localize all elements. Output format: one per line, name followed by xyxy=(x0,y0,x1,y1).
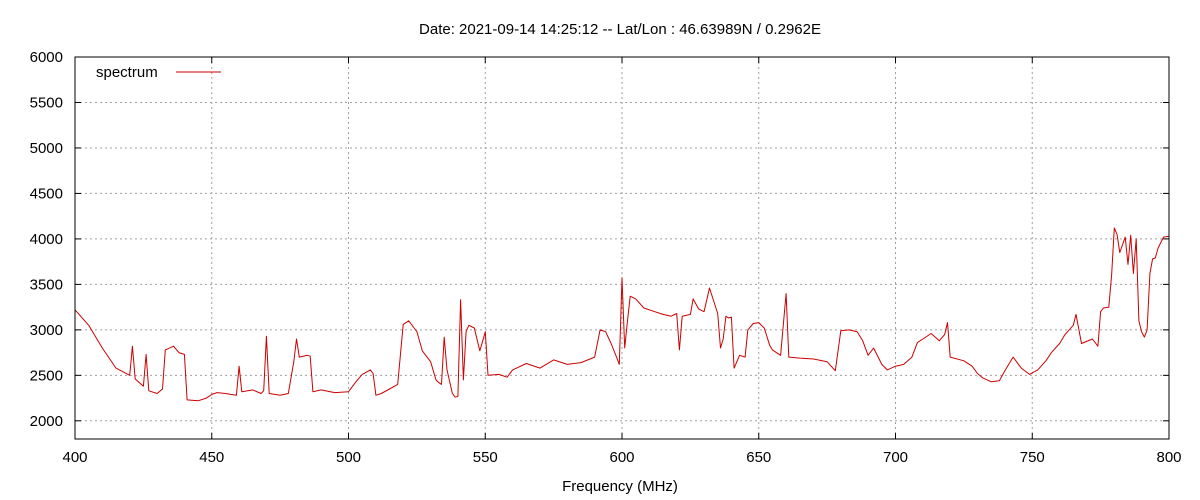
series-line-spectrum xyxy=(74,227,1170,402)
y-tick-label: 3500 xyxy=(30,276,63,293)
y-tick-label: 2500 xyxy=(30,367,63,384)
legend-label: spectrum xyxy=(96,64,158,81)
axis-ticks: 400 450 500 550 600 650 700 750 800 2000 2500 3000 3… xyxy=(30,49,1182,466)
y-tick-label: 4000 xyxy=(30,231,63,248)
x-tick-label: 450 xyxy=(199,449,224,466)
y-tick-label: 2000 xyxy=(30,413,63,430)
x-tick-label: 600 xyxy=(609,449,634,466)
x-tick-label: 700 xyxy=(883,449,908,466)
plot-frame xyxy=(74,56,1170,440)
x-tick-label: 800 xyxy=(1156,449,1181,466)
x-tick-label: 400 xyxy=(62,449,87,466)
x-tick-label: 550 xyxy=(473,449,498,466)
y-tick-label: 5500 xyxy=(30,94,63,111)
x-tick-label: 500 xyxy=(336,449,361,466)
chart-title: Date: 2021-09-14 14:25:12 -- Lat/Lon : 4… xyxy=(419,21,821,38)
y-tick-label: 4500 xyxy=(30,185,63,202)
y-tick-label: 6000 xyxy=(30,49,63,66)
x-tick-label: 650 xyxy=(746,449,771,466)
x-axis-label: Frequency (MHz) xyxy=(562,478,678,495)
legend: spectrum xyxy=(96,64,221,81)
y-tick-label: 5000 xyxy=(30,140,63,157)
y-tick-label: 3000 xyxy=(30,322,63,339)
x-tick-label: 750 xyxy=(1020,449,1045,466)
series-layer xyxy=(74,227,1170,402)
